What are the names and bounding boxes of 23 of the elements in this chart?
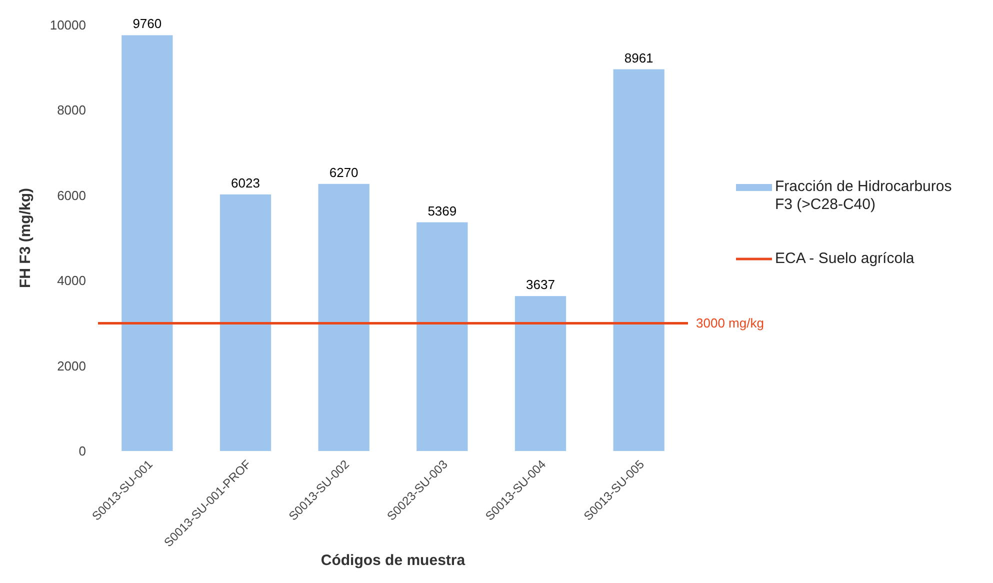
data-label: 8961 [624,50,654,66]
bar [220,194,272,451]
data-label: 9760 [132,16,162,32]
text: ECA - Suelo agrícola [775,250,915,267]
x-axis-title: Códigos de muestra [320,552,466,569]
y-tick-label: 4000 [57,273,86,288]
y-tick-label: 2000 [57,358,86,374]
y-tick-label: 10000 [50,18,86,32]
bar [416,222,468,451]
bar [514,296,566,451]
y-tick-label: 0 [78,444,86,458]
legend-label: Fracción de Hidrocarburos F3 (>C28-C40) [775,178,952,213]
data-label: 6023 [231,175,260,190]
y-tick-label: 8000 [57,102,86,118]
y-axis-title: FH F3 (mg/kg) [17,188,34,288]
bar [318,184,370,451]
data-label: 6270 [329,164,358,180]
ref-line-label: 3000 mg/kg [696,316,764,331]
data-label: 5369 [428,203,457,218]
y-tick-label: 6000 [57,188,86,203]
data-label: 3637 [526,277,555,292]
bar [613,69,664,451]
bar [122,35,173,451]
